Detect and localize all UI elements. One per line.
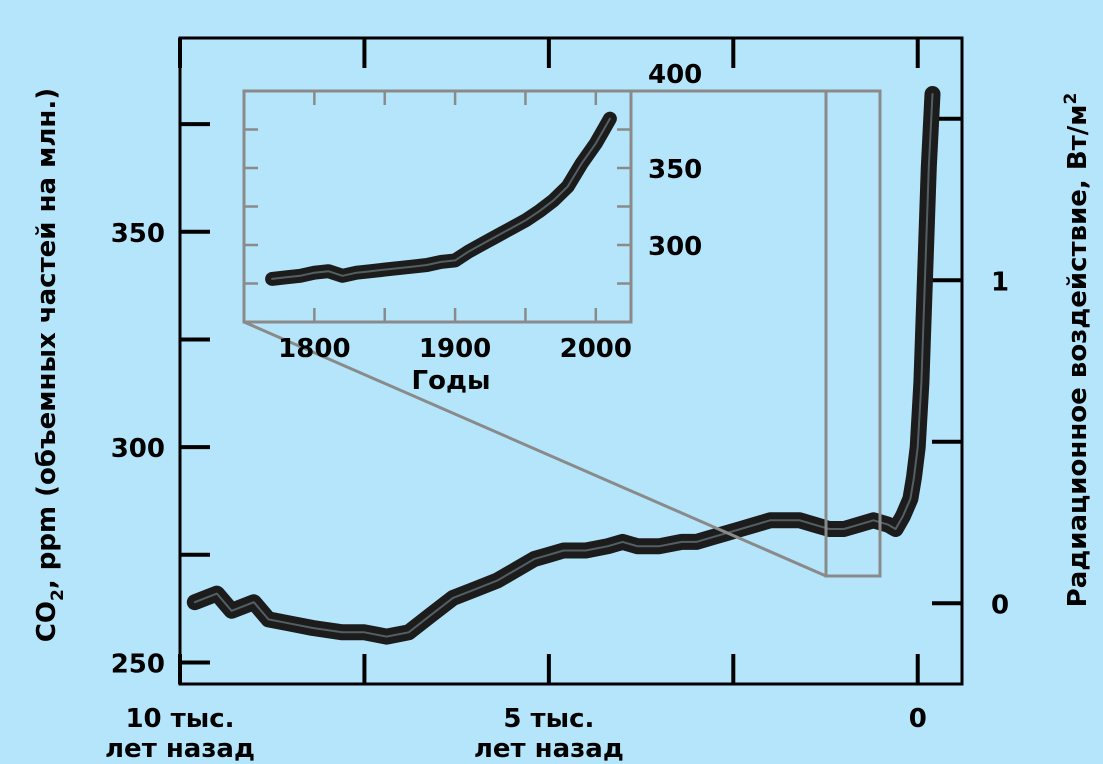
main-plot-frame [178,36,964,686]
zoom-connectors [243,89,882,578]
inset-axis-ticks [244,89,631,322]
main-y-axis-label-co: CO [32,601,62,642]
main-y-axis-label-subscript: 2 [48,589,68,601]
main-series-highlight [193,93,934,638]
main-y-axis-label-rest: , ppm (объемных частей на млн.) [32,88,62,589]
y-tick-label: 350 [111,219,165,249]
x-tick-label: 5 тыс. [503,704,594,734]
inset-x-axis-label: Годы [412,366,491,396]
zoom-region-box [824,89,882,578]
inset-chart: 1800 1900 2000 300 350 400 Годы [242,60,702,396]
main-axis-ticks [178,38,962,684]
inset-series-highlight [271,117,611,280]
inset-plot-frame [242,89,633,324]
y2-tick-label: 0 [991,590,1009,620]
secondary-y-axis-label-text: Радиационное воздействие, Вт/м [1063,105,1093,608]
inset-y-tick-label: 400 [648,60,702,90]
y-tick-label: 250 [111,649,165,679]
zoom-connector-bottom [243,320,827,578]
x-tick-label-line2: лет назад [105,734,255,764]
inset-y-tick-label: 350 [648,155,702,185]
x-tick-label: 0 [909,704,927,734]
y-tick-label: 300 [111,434,165,464]
inset-x-tick-label: 1900 [419,334,491,364]
x-tick-label: 10 тыс. [125,704,234,734]
inset-y-tick-label: 300 [648,232,702,262]
y2-tick-label: 1 [991,267,1009,297]
secondary-y-axis-label: Радиационное воздействие, Вт/м2 [1061,93,1093,608]
main-series-group [186,86,941,645]
inset-x-tick-label: 1800 [278,334,350,364]
inset-x-tick-label: 2000 [560,334,632,364]
main-y-axis-label: CO2, ppm (объемных частей на млн.) [32,88,68,642]
inset-axis-tick-labels: 1800 1900 2000 300 350 400 [278,60,702,364]
inset-series-group [265,111,617,286]
secondary-y-axis-label-superscript: 2 [1061,93,1081,105]
x-tick-label-line2: лет назад [474,734,624,764]
